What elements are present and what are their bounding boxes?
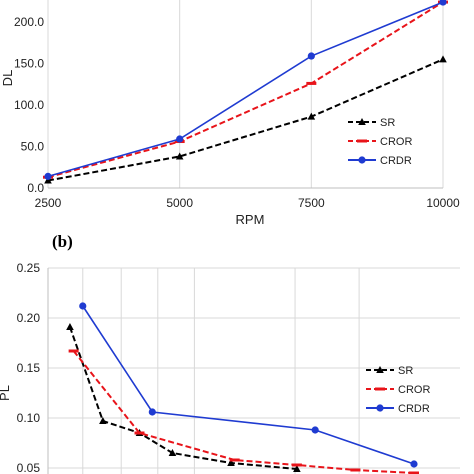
y-tick-label: 100.0 <box>14 98 44 112</box>
data-point-crdr <box>148 408 156 416</box>
x-tick-label: 10000 <box>426 196 460 210</box>
legend: SR CROR CRDR <box>366 365 430 415</box>
x-tick-label: 7500 <box>298 196 325 210</box>
series-line-cror <box>47 1 444 179</box>
legend-label-crdr: CRDR <box>380 155 412 167</box>
y-tick-label: 0.10 <box>17 411 41 425</box>
chart-panel-a: 0.0 50.0 100.0 150.0 200.0 2500 5000 7500 10000… <box>0 0 460 227</box>
data-point-sr <box>66 323 74 330</box>
legend-marker-sr <box>358 118 366 125</box>
legend: SR CROR CRDR <box>348 117 412 167</box>
y-tick-label: 0.0 <box>27 181 44 195</box>
y-axis-label: DL <box>0 70 15 87</box>
y-tick-label: 0.15 <box>17 361 41 375</box>
data-point-crdr <box>79 302 87 310</box>
y-tick-label: 0.25 <box>17 261 41 275</box>
x-tick-label: 5000 <box>166 196 193 210</box>
data-point-crdr <box>410 460 418 468</box>
x-axis-label: RPM <box>236 212 265 227</box>
legend-marker-sr <box>376 366 384 373</box>
data-point-crdr <box>311 426 319 434</box>
panel-label: (b) <box>52 232 73 251</box>
x-tick-labels: 2500 5000 7500 10000 <box>35 196 460 210</box>
data-point-sr <box>293 465 301 472</box>
series-group <box>43 0 448 184</box>
data-point-sr <box>99 417 107 424</box>
data-point-sr <box>307 112 316 120</box>
y-tick-label: 0.20 <box>17 311 41 325</box>
grid-lines <box>47 267 460 474</box>
series-line-cror <box>72 350 415 474</box>
data-point-crdr <box>44 172 52 180</box>
data-point-sr <box>44 176 52 184</box>
series-line-sr <box>69 326 297 470</box>
data-point-crdr <box>176 135 184 143</box>
legend-marker-crdr <box>376 404 384 412</box>
data-point-crdr <box>307 52 315 60</box>
legend-label-sr: SR <box>398 365 413 377</box>
series-group <box>66 302 419 474</box>
data-point-crdr <box>439 0 447 6</box>
legend-label-cror: CROR <box>380 136 412 148</box>
legend-marker-crdr <box>358 156 366 164</box>
data-point-sr <box>439 55 447 63</box>
data-point-sr <box>168 449 177 456</box>
x-tick-label: 2500 <box>35 196 62 210</box>
y-tick-label: 200.0 <box>14 15 44 29</box>
legend-label-cror: CROR <box>398 384 430 396</box>
y-tick-label: 150.0 <box>14 57 44 71</box>
chart-panel-b: (b) 0.05 0.10 0.15 0.20 0.25 PL SR CROR CRDR <box>0 232 460 474</box>
legend-label-crdr: CRDR <box>398 403 430 415</box>
legend-label-sr: SR <box>380 117 395 129</box>
series-line-crdr <box>47 1 444 178</box>
y-tick-labels: 0.0 50.0 100.0 150.0 200.0 <box>14 15 44 195</box>
series-line-sr <box>47 58 444 182</box>
data-point-sr <box>227 459 235 466</box>
data-point-sr <box>175 152 184 160</box>
y-tick-label: 0.05 <box>17 461 41 474</box>
series-line-crdr <box>82 305 415 465</box>
y-tick-label: 50.0 <box>21 140 45 154</box>
y-axis-label: PL <box>0 385 12 401</box>
y-tick-labels: 0.05 0.10 0.15 0.20 0.25 <box>17 261 41 474</box>
